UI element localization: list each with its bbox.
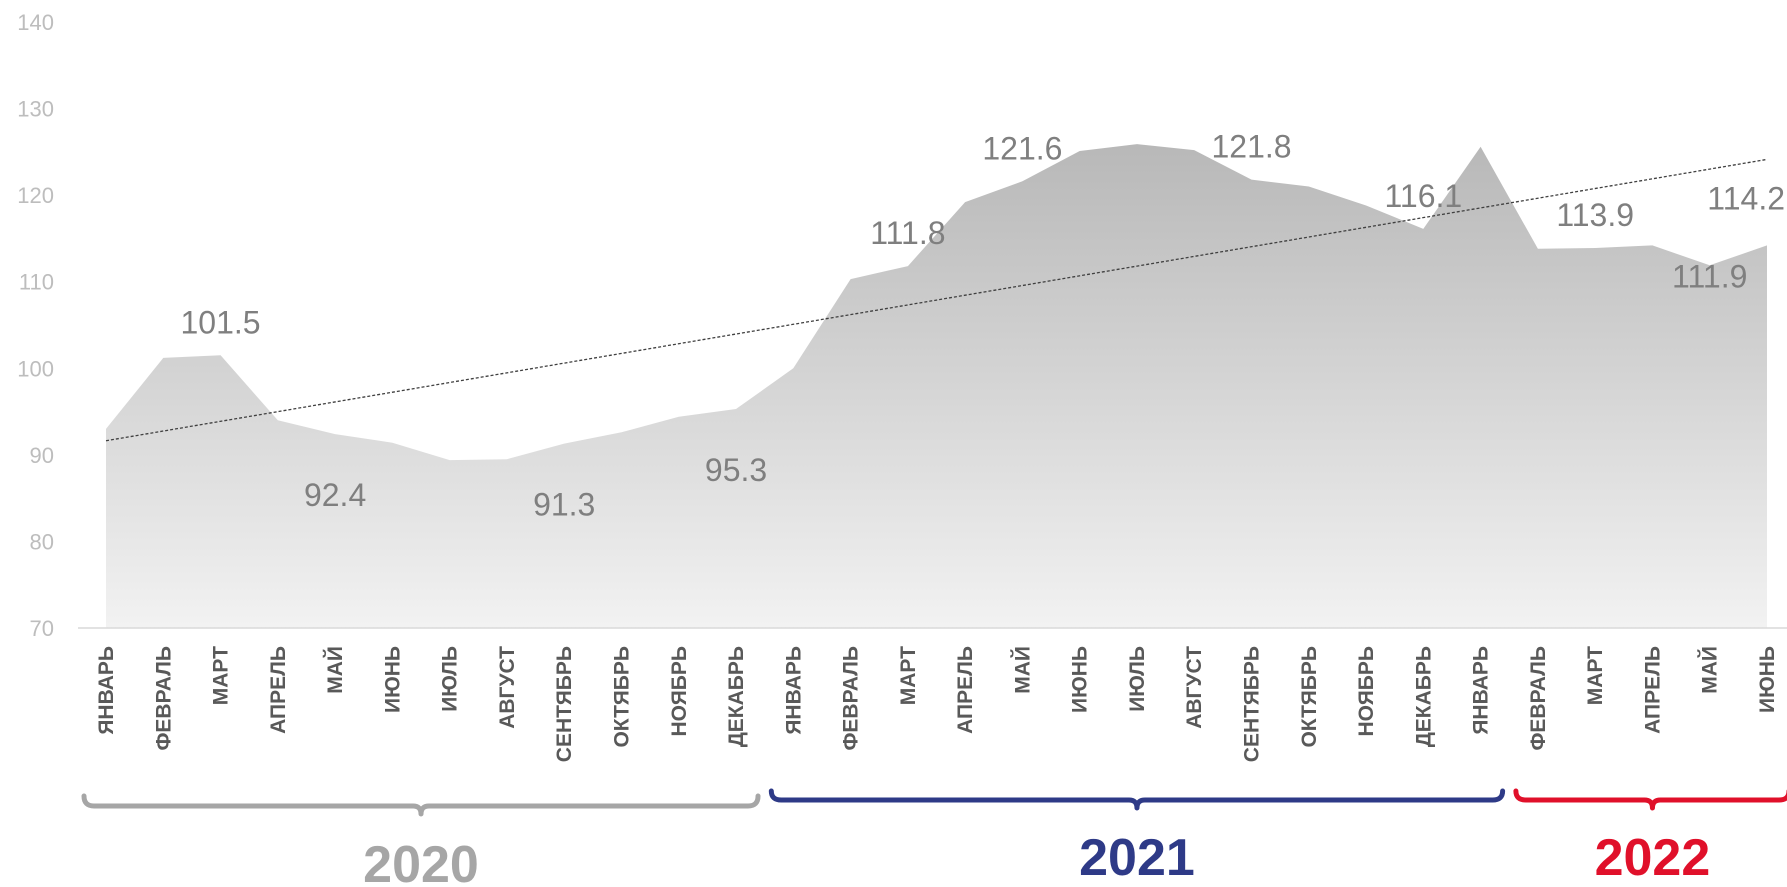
data-label: 101.5 (181, 304, 261, 340)
x-tick-label: ФЕВРАЛЬ (1527, 646, 1550, 751)
x-tick-label: ДЕКАБРЬ (725, 646, 748, 747)
x-tick-label: МАРТ (210, 646, 233, 705)
x-tick-label: ИЮЛЬ (1126, 646, 1149, 712)
y-axis: 70 80 90 100 110 120 130 140 (17, 10, 54, 641)
x-tick-label: ФЕВРАЛЬ (840, 646, 863, 751)
data-label: 95.3 (705, 452, 767, 488)
y-tick-label: 130 (17, 97, 54, 122)
y-tick-label: 120 (17, 183, 54, 208)
x-tick-label: ИЮНЬ (381, 646, 404, 713)
year-groups: 2020 2021 2022 (81, 788, 1787, 887)
data-label: 91.3 (533, 487, 595, 523)
x-tick-label: МАЙ (1698, 646, 1722, 694)
x-tick-label: ИЮНЬ (1756, 646, 1779, 713)
x-tick-label: АВГУСТ (1183, 646, 1206, 729)
x-tick-label: ОКТЯБРЬ (1298, 646, 1321, 748)
data-labels: 101.5 92.4 91.3 95.3 111.8 121.6 121.8 116.1 113… (181, 129, 1785, 523)
data-label: 113.9 (1556, 197, 1634, 233)
x-tick-label: АВГУСТ (496, 646, 519, 729)
data-label: 111.8 (870, 215, 945, 251)
x-tick-label: ЯНВАРЬ (1470, 646, 1493, 735)
x-tick-label: МАРТ (1584, 646, 1607, 705)
year-bracket (81, 793, 761, 817)
y-tick-label: 70 (30, 616, 54, 641)
area-fill (106, 144, 1767, 628)
x-tick-label: НОЯБРЬ (668, 646, 691, 737)
x-tick-label: ЯНВАРЬ (782, 646, 805, 735)
x-tick-label: МАРТ (897, 646, 920, 705)
data-label: 92.4 (304, 477, 366, 513)
x-tick-label: ДЕКАБРЬ (1412, 646, 1435, 747)
x-tick-label: ИЮЛЬ (439, 646, 462, 712)
area-series (78, 144, 1787, 629)
x-tick-label: ФЕВРАЛЬ (152, 646, 175, 751)
data-label: 121.6 (982, 130, 1062, 166)
y-tick-label: 90 (30, 443, 54, 468)
x-axis: ЯНВАРЬ ФЕВРАЛЬ МАРТ АПРЕЛЬ МАЙ ИЮНЬ ИЮЛЬ АВГУСТ… (95, 646, 1779, 762)
y-tick-label: 110 (19, 270, 54, 295)
x-tick-label: АПРЕЛЬ (1641, 646, 1664, 734)
x-tick-label: ИЮНЬ (1069, 646, 1092, 713)
year-label: 2021 (1079, 829, 1195, 887)
x-tick-label: ОКТЯБРЬ (610, 646, 633, 748)
y-tick-label: 100 (17, 356, 54, 381)
year-bracket (1513, 788, 1787, 811)
data-label: 121.8 (1211, 129, 1291, 165)
year-label: 2020 (363, 836, 479, 887)
y-tick-label: 80 (30, 529, 54, 554)
year-bracket (768, 788, 1506, 811)
data-label: 111.9 (1672, 258, 1747, 294)
x-tick-label: АПРЕЛЬ (954, 646, 977, 734)
data-label: 114.2 (1707, 180, 1785, 216)
trendline (105, 158, 1768, 442)
data-label: 116.1 (1384, 178, 1462, 214)
year-label: 2022 (1595, 829, 1711, 887)
x-tick-label: СЕНТЯБРЬ (1241, 646, 1264, 762)
y-tick-label: 140 (17, 10, 54, 35)
x-tick-label: МАЙ (1010, 646, 1034, 694)
x-tick-label: ЯНВАРЬ (95, 646, 118, 735)
x-tick-label: СЕНТЯБРЬ (553, 646, 576, 762)
trendline-line (105, 158, 1768, 442)
x-tick-label: МАЙ (323, 646, 347, 694)
x-tick-label: НОЯБРЬ (1355, 646, 1378, 737)
x-tick-label: АПРЕЛЬ (267, 646, 290, 734)
